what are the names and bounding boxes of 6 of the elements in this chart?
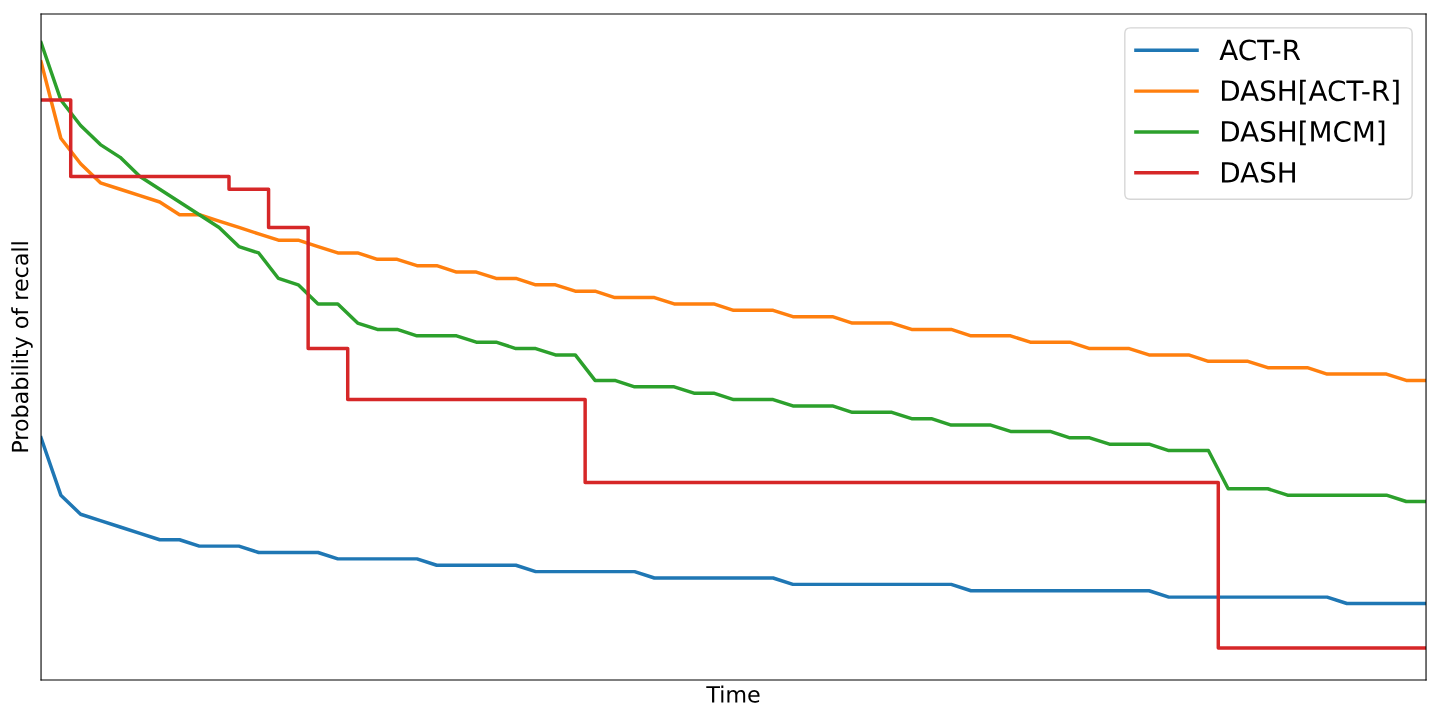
x-axis-title: Time bbox=[706, 685, 760, 703]
legend-label: DASH bbox=[1221, 161, 1295, 183]
legend-label: ACT-R bbox=[1219, 39, 1301, 61]
legend-label: DASH[ACT-R] bbox=[1221, 79, 1399, 105]
y-axis-title: Probability of recall bbox=[11, 242, 33, 452]
legend-label: DASH[MCM] bbox=[1221, 120, 1385, 146]
